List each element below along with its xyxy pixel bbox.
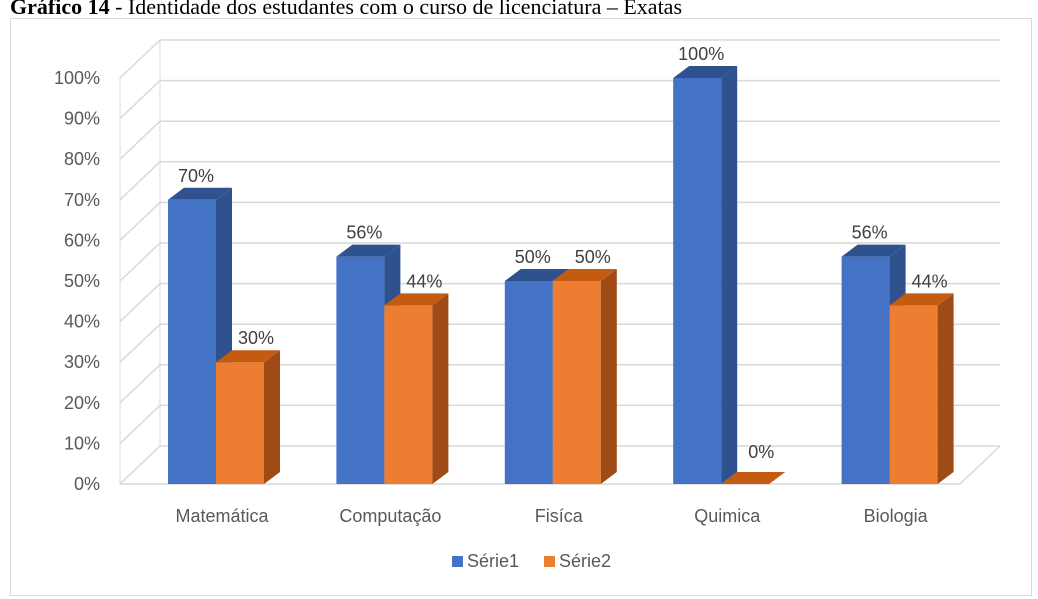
bar-top [552,269,617,281]
category-label: Computação [339,506,441,526]
bar-front [216,362,264,484]
bar-top [384,293,449,306]
bar-side [432,293,449,484]
data-label: 100% [678,44,724,64]
y-tick-label: 20% [64,393,100,413]
y-tick-label: 10% [64,433,100,453]
category-label: Matemática [175,506,269,526]
y-tick-label: 70% [64,190,100,210]
gridline [119,120,1000,160]
caption-prefix: Gráfico 14 [10,0,110,19]
legend-label: Série2 [559,551,611,571]
bar-front [552,281,601,484]
data-label: 44% [406,271,442,291]
data-label: 30% [238,328,274,348]
gridline [119,79,1000,120]
bar-front [384,305,433,484]
bar-front [889,305,938,484]
category-label: Fisíca [535,506,584,526]
bar-top [673,66,738,78]
bar-side [264,350,280,484]
bar-side [721,66,738,484]
bar-top [216,350,280,363]
category-label: Biologia [864,506,929,526]
data-label: 44% [912,271,948,291]
bar-front [168,199,216,485]
data-label: 50% [575,247,611,267]
bar-top [336,244,401,257]
bar-side [600,269,617,484]
bar-top [721,472,786,484]
chart-caption: Gráfico 14 - Identidade dos estudantes c… [10,0,682,20]
gridline [119,161,1000,201]
bar-side [937,293,954,484]
bar-top [168,187,232,200]
y-tick-label: 0% [74,474,100,494]
caption-text: - Identidade dos estudantes com o curso … [109,0,683,19]
bar-front [673,78,722,484]
legend-swatch [544,556,555,567]
bar-front [504,281,553,484]
legend-swatch [452,556,463,567]
bar-top [841,244,906,257]
y-tick-label: 30% [64,352,100,372]
data-label: 50% [515,247,551,267]
bar-front [336,256,385,484]
gridline [119,39,1000,79]
y-tick-label: 90% [64,109,100,129]
y-tick-label: 50% [64,271,100,291]
data-label: 0% [748,442,774,462]
data-label: 70% [178,166,214,186]
y-tick-label: 80% [64,149,100,169]
y-tick-label: 100% [54,68,100,88]
data-label: 56% [346,223,382,243]
chart-frame [10,18,1032,596]
category-label: Quimica [694,506,761,526]
y-tick-label: 60% [64,230,100,250]
legend-label: Série1 [467,551,519,571]
data-label: 56% [852,223,888,243]
bar-top [504,269,569,281]
bar-top [889,293,954,306]
bar-front [841,256,890,484]
y-tick-label: 40% [64,312,100,332]
